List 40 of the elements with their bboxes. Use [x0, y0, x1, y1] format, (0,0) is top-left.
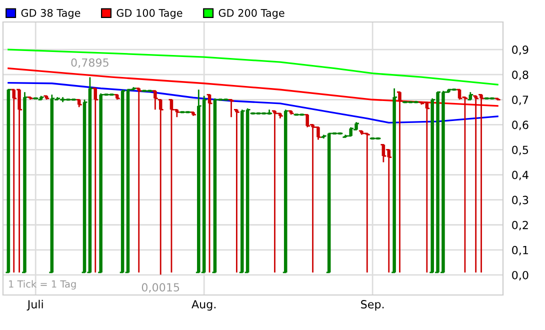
x-tick-label: Sep.: [361, 300, 384, 311]
candlestick: [466, 91, 474, 100]
x-tick-label: Juli: [26, 300, 43, 311]
legend-label: GD 100 Tage: [116, 8, 182, 19]
candlestick: [5, 88, 12, 274]
line-series: [8, 82, 498, 124]
legend-label: GD 200 Tage: [218, 8, 284, 19]
legend-label: GD 38 Tage: [21, 8, 80, 19]
candlestick: [135, 88, 142, 274]
annotation: 0,0015: [142, 283, 180, 293]
candlestick: [152, 90, 159, 110]
x-tick-label: Aug.: [192, 300, 216, 311]
candlestick: [288, 110, 294, 116]
line-series: [8, 68, 498, 107]
candlestick: [43, 95, 50, 100]
candlestick: [206, 94, 213, 274]
candlestick: [233, 108, 240, 274]
y-tick-label: 0,8: [512, 70, 528, 80]
candlestick: [390, 88, 398, 274]
candlestick: [396, 91, 404, 274]
candlestick: [114, 94, 121, 100]
y-tick-label: 0,0: [512, 270, 528, 280]
y-tick-label: 0,5: [512, 146, 528, 156]
y-tick-label: 0,6: [512, 120, 528, 130]
annotation: 1 Tick = 1 Tag: [9, 280, 76, 290]
line-series: [8, 48, 498, 86]
candlestick: [472, 95, 480, 274]
y-tick-label: 0,2: [512, 220, 528, 230]
candlestick: [92, 88, 99, 274]
candlestick: [76, 98, 82, 108]
candlestick: [26, 96, 34, 100]
annotation: 0,7895: [71, 58, 108, 68]
y-tick-label: 0,7: [512, 96, 528, 106]
y-tick-label: 0,4: [512, 170, 528, 180]
candlestick: [157, 98, 164, 276]
candlestick: [190, 111, 197, 117]
candlestick: [228, 98, 235, 118]
y-tick-label: 0,1: [512, 246, 528, 256]
y-tick-label: 0,3: [512, 196, 528, 206]
y-tick-label: 0,9: [512, 46, 528, 56]
